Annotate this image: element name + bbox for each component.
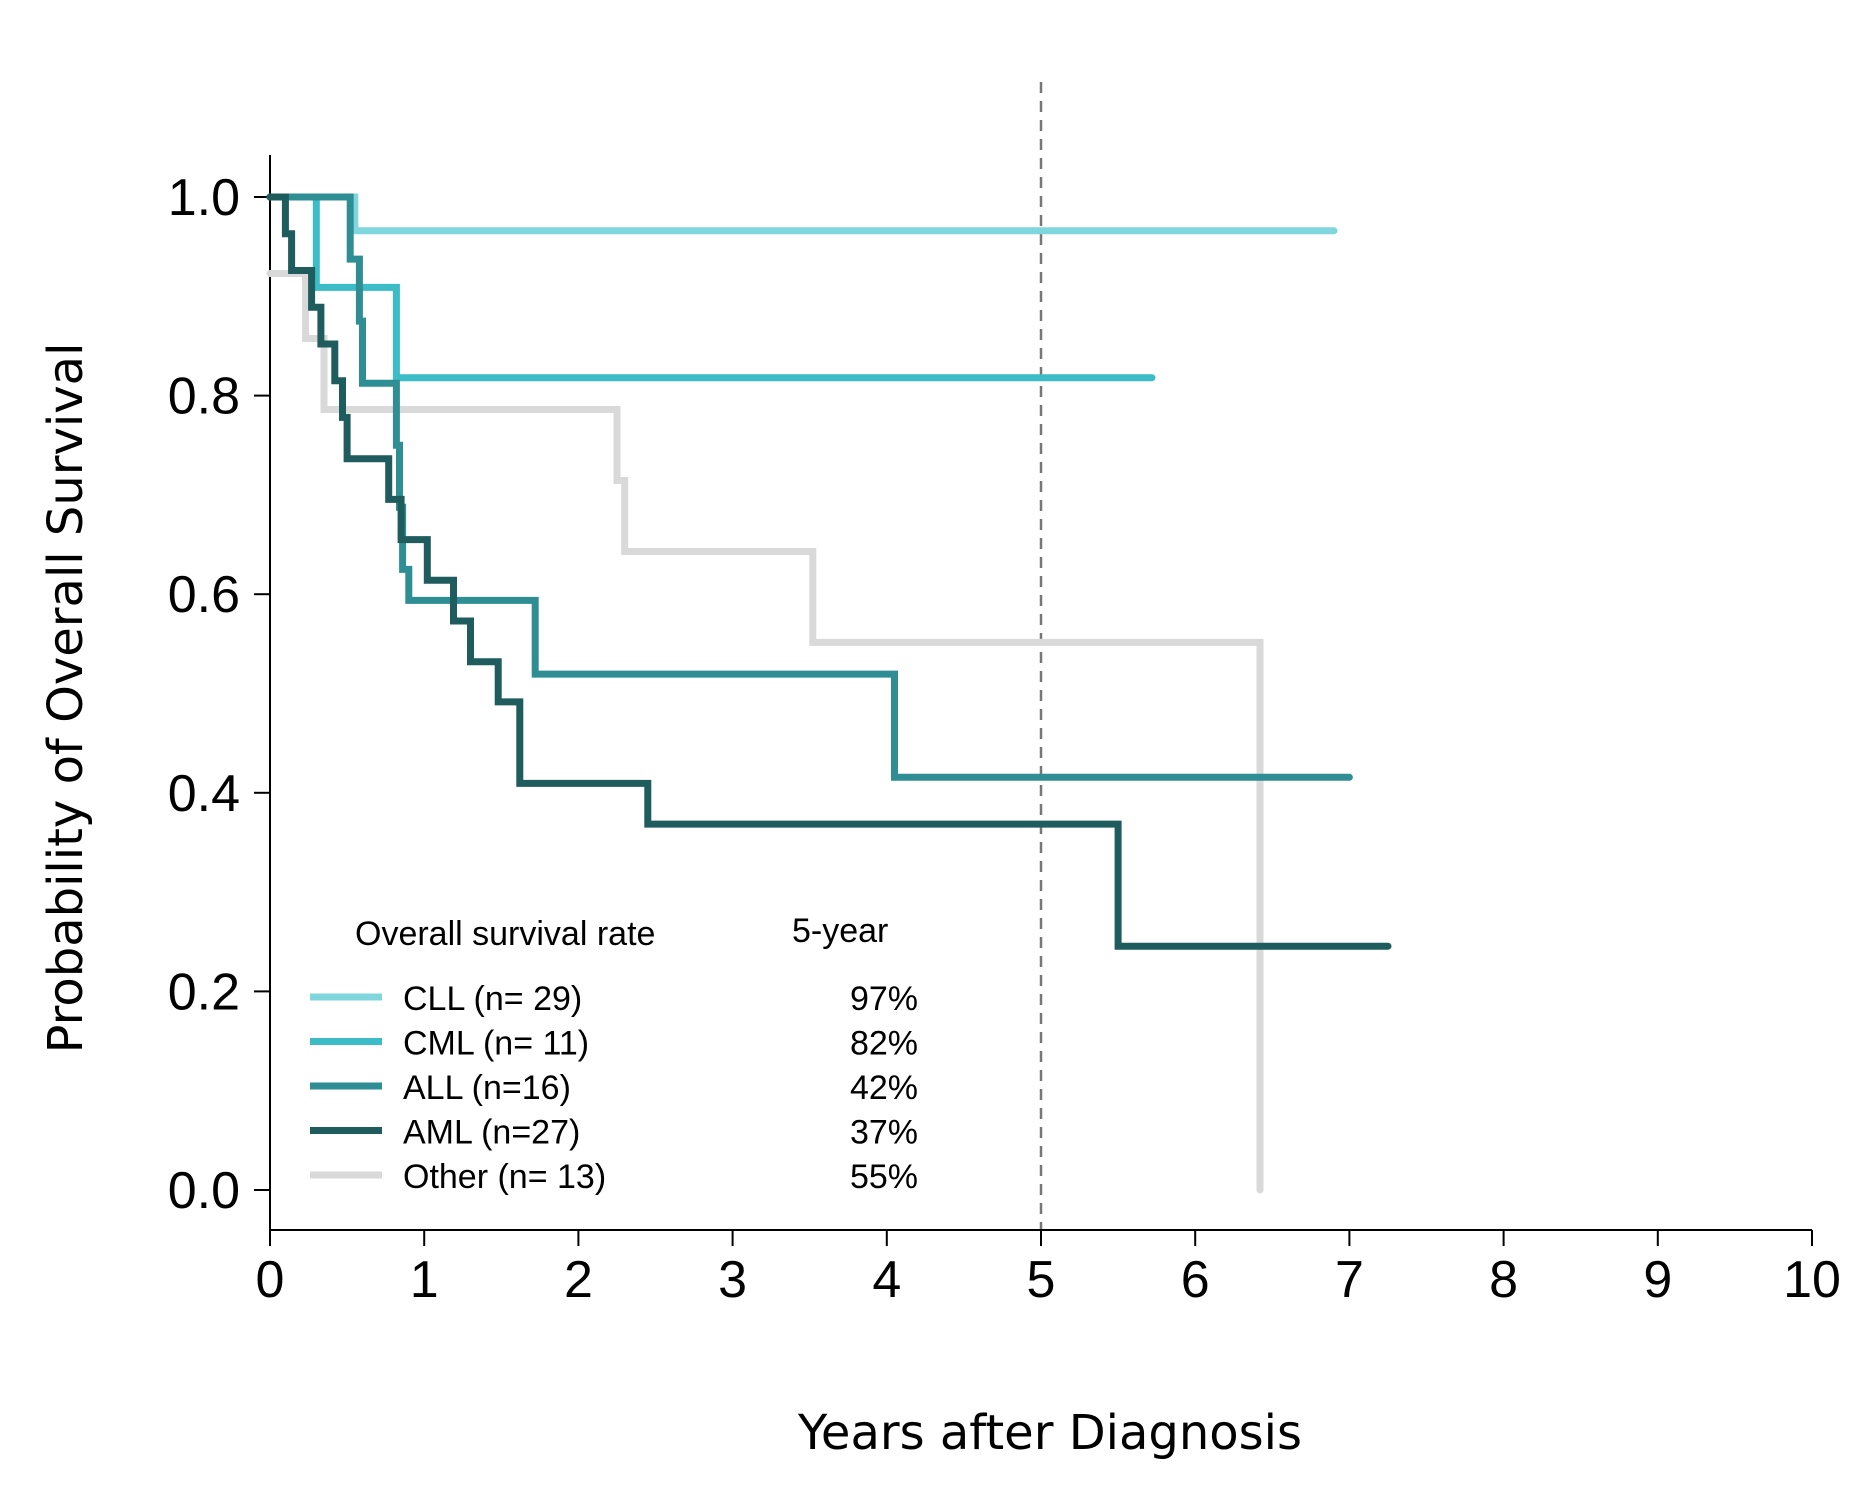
y-axis-title: Probability of Overall Survival xyxy=(38,343,94,1054)
x-tick-label: 9 xyxy=(1643,1251,1672,1309)
series-line-aml xyxy=(266,193,1392,950)
x-tick-label: 7 xyxy=(1335,1251,1364,1309)
legend-series-name: CML (n= 11) xyxy=(403,1025,589,1063)
x-tick-label: 4 xyxy=(872,1251,901,1309)
series-layer xyxy=(266,193,1392,1194)
x-tick-label: 6 xyxy=(1181,1251,1210,1309)
x-tick-label: 2 xyxy=(564,1251,593,1309)
legend-series-rate: 97% xyxy=(850,980,918,1018)
axes: 0 1 2 3 4 5 6 7 8 9 10 0.0 0.2 0.4 0.6 0.8 1.0 xyxy=(168,155,1841,1309)
legend-header-label: Overall survival rate xyxy=(355,915,655,953)
legend-series-name: Other (n= 13) xyxy=(403,1158,606,1196)
series-line-cll xyxy=(266,193,1338,235)
series-line-cml xyxy=(266,193,1156,382)
x-tick-label: 10 xyxy=(1783,1251,1841,1309)
x-tick-label: 8 xyxy=(1489,1251,1518,1309)
y-tick-label: 0.2 xyxy=(168,963,240,1021)
legend-series-rate: 42% xyxy=(850,1069,918,1107)
legend-series-rate: 82% xyxy=(850,1025,918,1063)
y-tick-label: 0.8 xyxy=(168,368,240,426)
y-tick-label: 0.4 xyxy=(168,765,240,823)
legend-series-name: AML (n=27) xyxy=(403,1114,580,1152)
legend-series-rate: 55% xyxy=(850,1158,918,1196)
legend-series-name: ALL (n=16) xyxy=(403,1069,571,1107)
x-tick-label: 0 xyxy=(256,1251,285,1309)
legend-header-value: 5-year xyxy=(792,912,888,950)
x-tick-label: 1 xyxy=(410,1251,439,1309)
legend-series-rate: 37% xyxy=(850,1114,918,1152)
y-tick-label: 0.0 xyxy=(168,1162,240,1220)
legend: Overall survival rate 5-year CLL (n= 29)… xyxy=(310,912,918,1196)
x-tick-label: 5 xyxy=(1027,1251,1056,1309)
x-axis-title: Years after Diagnosis xyxy=(797,1405,1302,1461)
x-tick-label: 3 xyxy=(718,1251,747,1309)
series-line-other xyxy=(266,270,1264,1194)
legend-series-name: CLL (n= 29) xyxy=(403,980,582,1018)
series-line-all xyxy=(266,193,1353,781)
y-tick-label: 1.0 xyxy=(168,169,240,227)
y-tick-label: 0.6 xyxy=(168,566,240,624)
